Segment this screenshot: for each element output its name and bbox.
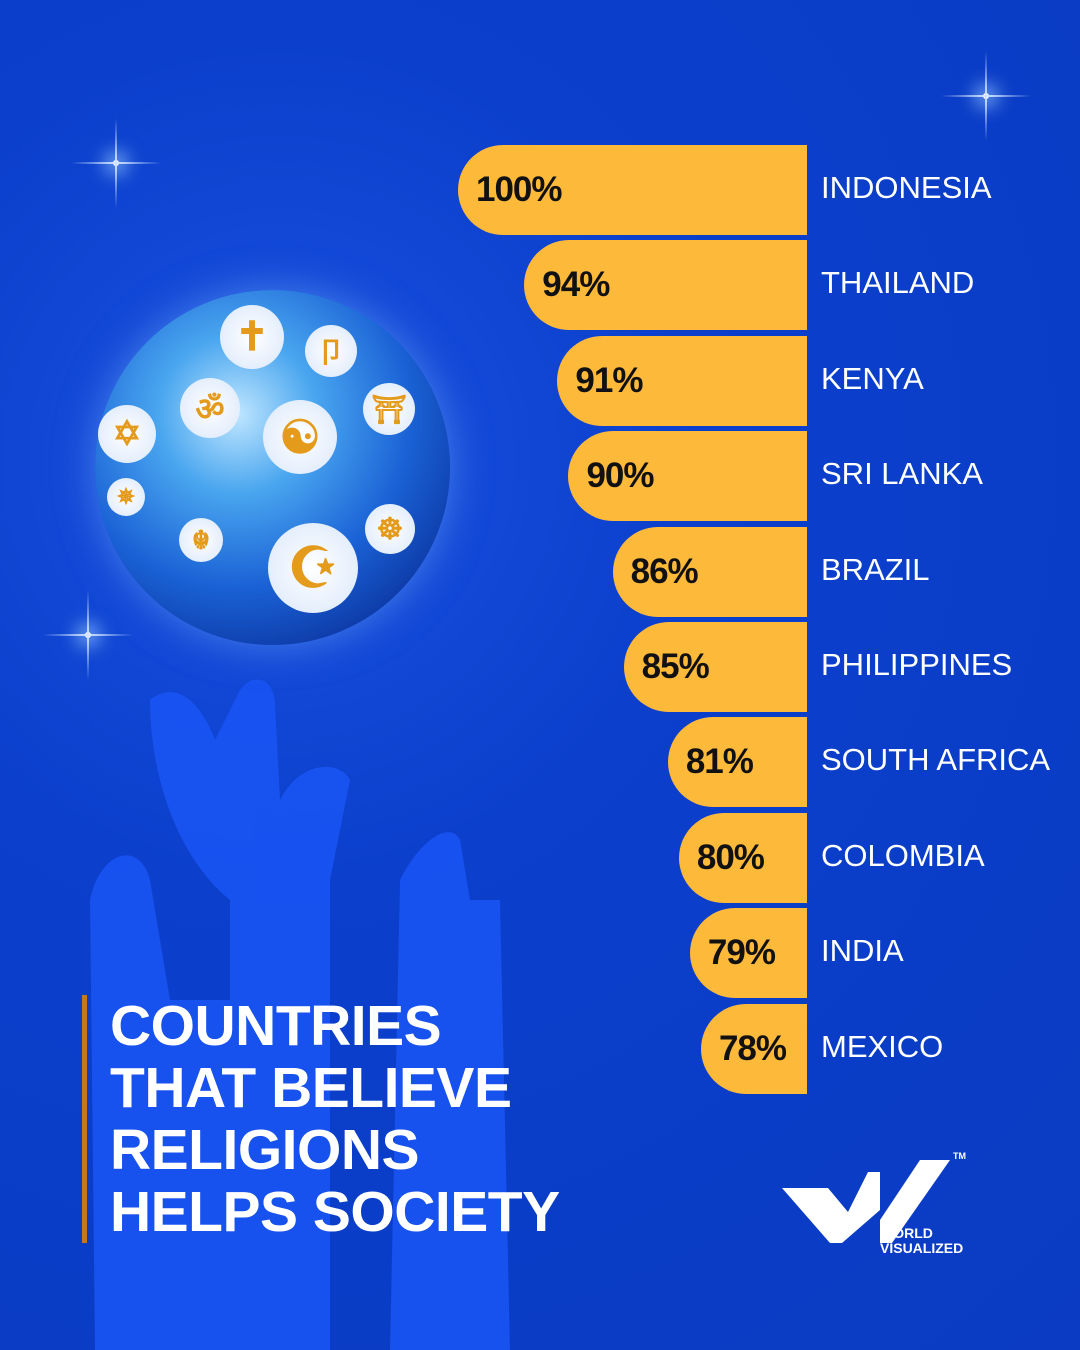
value-label: 91% <box>575 360 643 400</box>
value-label: 81% <box>685 742 754 782</box>
khanda-icon: ☬ <box>179 518 223 562</box>
title-line: RELIGIONS <box>110 1118 420 1182</box>
title-line: HELPS SOCIETY <box>110 1180 560 1244</box>
om-icon: ॐ <box>180 378 240 438</box>
category-label: SOUTH AFRICA <box>821 742 1051 778</box>
value-label: 79% <box>707 933 776 973</box>
cross-icon: ✝ <box>220 305 284 369</box>
bar <box>524 240 807 331</box>
brand-line: VISUALIZED <box>880 1240 964 1256</box>
chart-title: COUNTRIES THAT BELIEVE RELIGIONS HELPS S… <box>82 995 560 1243</box>
category-label: KENYA <box>821 360 924 396</box>
category-label: THAILAND <box>821 265 975 301</box>
category-label: BRAZIL <box>821 551 930 587</box>
torii-icon: ⛩ <box>363 383 415 435</box>
bar <box>557 335 807 426</box>
crescent-star-icon: ☪ <box>268 523 358 613</box>
value-label: 85% <box>641 647 710 686</box>
globe-illustration: ✝ ⼙ ॐ ⛩ ✡ ☯ ✵ ☬ ☪ ☸ <box>95 290 450 645</box>
value-label: 78% <box>718 1028 787 1068</box>
bar <box>689 908 807 999</box>
bahai-star-icon: ✵ <box>107 478 145 516</box>
bar <box>623 622 807 712</box>
value-label: 80% <box>696 837 765 877</box>
taoism-icon: ⼙ <box>305 325 357 377</box>
brand-line: WORLD <box>880 1225 933 1241</box>
title-line: COUNTRIES <box>110 994 442 1058</box>
world-visualized-logo <box>782 1160 950 1243</box>
category-label: INDONESIA <box>821 170 992 205</box>
sparkle-icon <box>43 590 133 680</box>
bar <box>568 431 807 522</box>
yin-yang-icon: ☯ <box>263 400 337 474</box>
category-label: MEXICO <box>821 1028 944 1064</box>
value-label: 100% <box>476 170 563 209</box>
value-label: 86% <box>630 551 699 591</box>
sparkle-icon <box>71 118 161 208</box>
dharma-wheel-icon: ☸ <box>365 504 415 554</box>
bar <box>678 812 807 903</box>
sparkle-icon <box>941 51 1031 141</box>
category-label: PHILIPPINES <box>821 647 1013 682</box>
category-label: SRI LANKA <box>821 456 983 492</box>
value-label: 94% <box>542 265 610 305</box>
star-of-david-icon: ✡ <box>98 405 156 463</box>
category-label: INDIA <box>821 933 904 969</box>
title-line: THAT BELIEVE <box>110 1056 512 1120</box>
bar <box>700 1003 807 1094</box>
category-label: COLOMBIA <box>821 837 985 873</box>
bar <box>612 526 807 617</box>
trademark: TM <box>953 1151 966 1161</box>
value-label: 90% <box>586 456 654 496</box>
bar <box>458 145 807 235</box>
bar <box>667 717 807 808</box>
brand-name: WORLD VISUALIZED <box>880 1226 963 1256</box>
